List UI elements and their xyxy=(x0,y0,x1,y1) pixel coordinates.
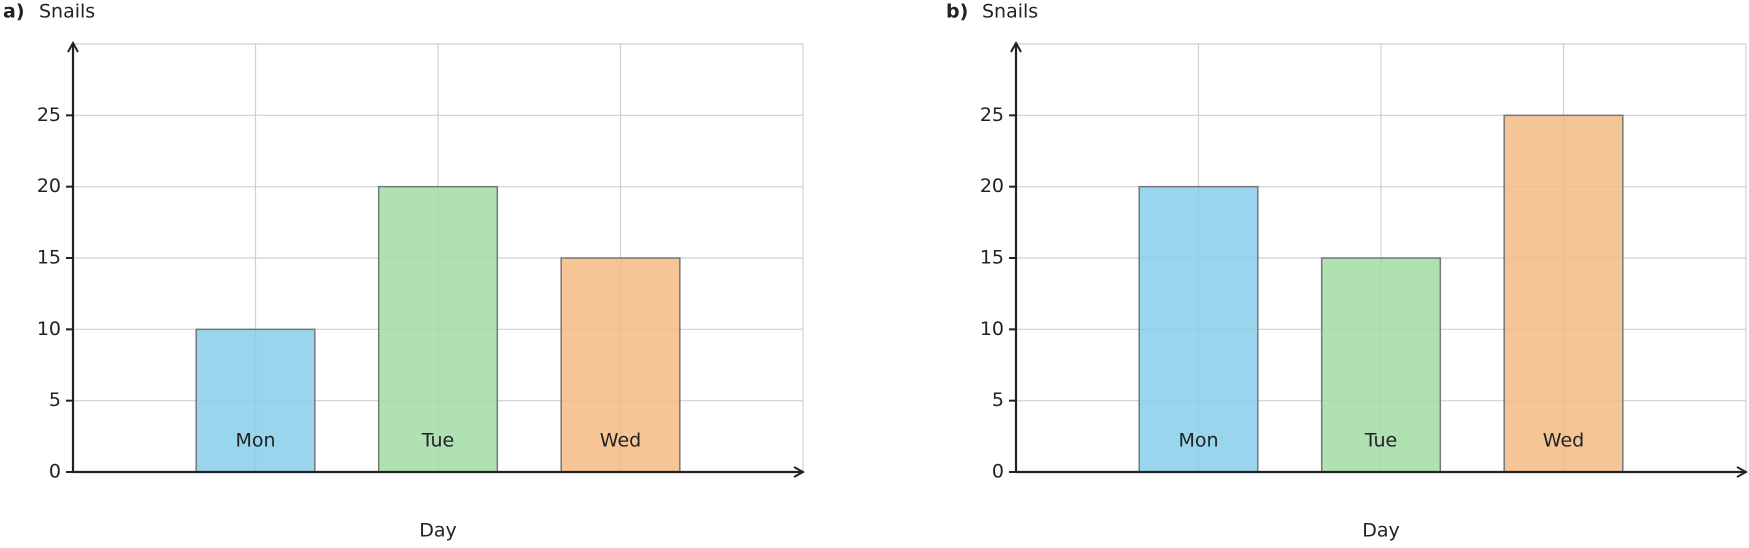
category-label: Tue xyxy=(421,430,454,452)
bar xyxy=(560,257,681,473)
category-label: Tue xyxy=(1364,430,1397,452)
panel-label: b) xyxy=(946,1,968,23)
y-tick-label: 25 xyxy=(980,104,1004,126)
category-label: Wed xyxy=(1543,430,1584,452)
bar xyxy=(1503,114,1624,473)
category-label: Wed xyxy=(600,430,641,452)
chart-title: Snails xyxy=(39,1,95,23)
bar xyxy=(195,328,316,473)
category-label: Mon xyxy=(1178,430,1218,452)
category-label: Mon xyxy=(235,430,275,452)
x-axis-label: Day xyxy=(1362,520,1400,542)
y-tick-label: 10 xyxy=(37,318,61,340)
y-tick-label: 0 xyxy=(992,461,1004,483)
y-tick-label: 15 xyxy=(980,247,1004,269)
y-tick-label: 15 xyxy=(37,247,61,269)
y-tick-label: 20 xyxy=(37,175,61,197)
y-tick-label: 25 xyxy=(37,104,61,126)
y-tick-label: 0 xyxy=(49,461,61,483)
bar xyxy=(1138,185,1259,473)
y-tick-label: 5 xyxy=(49,389,61,411)
y-tick-label: 20 xyxy=(980,175,1004,197)
bar xyxy=(377,185,499,473)
panel-label: a) xyxy=(3,1,25,23)
chart-title: Snails xyxy=(982,1,1038,23)
bar xyxy=(1320,257,1442,473)
y-tick-label: 5 xyxy=(992,389,1004,411)
x-axis-label: Day xyxy=(419,520,457,542)
y-tick-label: 10 xyxy=(980,318,1004,340)
